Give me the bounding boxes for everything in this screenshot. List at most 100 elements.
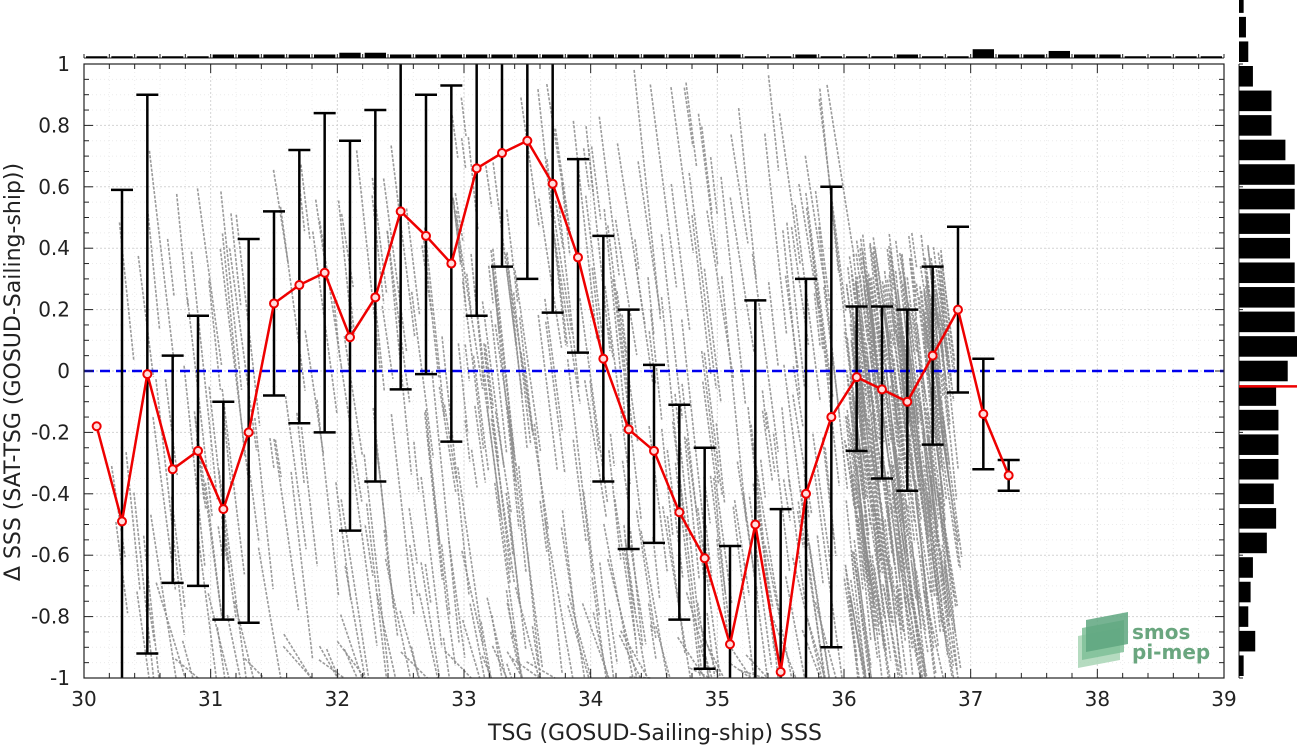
top-hist-bar: [795, 54, 817, 58]
scatter-streak: [336, 640, 366, 679]
mean-point: [243, 427, 254, 438]
scatter-streak: [481, 655, 493, 679]
scatter-streak: [408, 508, 418, 564]
scatter-streak: [893, 371, 904, 445]
scatter-streak: [582, 148, 590, 190]
scatter-streak: [845, 500, 856, 580]
scatter-streak: [885, 503, 894, 554]
top-hist-bar: [263, 54, 285, 58]
scatter-streak: [696, 602, 710, 679]
y-tick-label: -1: [50, 666, 70, 690]
scatter-streak: [900, 255, 920, 423]
scatter-streak: [805, 207, 831, 386]
scatter-streak: [751, 253, 779, 453]
scatter-streak: [204, 482, 223, 614]
scatter-streak: [365, 503, 388, 679]
scatter-streak: [318, 659, 345, 679]
x-tick-label: 32: [325, 687, 350, 711]
scatter-streak: [455, 217, 484, 390]
mean-point: [699, 553, 710, 564]
scatter-streak: [399, 610, 420, 679]
scatter-streak: [375, 447, 381, 477]
scatter-streak: [739, 669, 765, 679]
scatter-streak: [919, 403, 939, 543]
scatter-streak: [282, 645, 313, 679]
scatter-streak: [849, 599, 858, 661]
scatter-streak: [448, 540, 466, 658]
top-hist-bar: [516, 54, 538, 58]
scatter-streak: [870, 563, 891, 679]
scatter-streak: [797, 501, 826, 679]
top-hist-bar: [871, 56, 893, 58]
top-hist-bar: [947, 56, 969, 58]
scatter-streak: [813, 469, 843, 679]
scatter-streak: [390, 414, 415, 615]
scatter-streak: [196, 532, 218, 679]
scatter-streak: [420, 476, 443, 648]
scatter-streak: [700, 126, 713, 213]
scatter-streak: [889, 385, 899, 446]
scatter-streak: [702, 381, 733, 604]
scatter-streak: [851, 342, 872, 527]
scatter-streak: [390, 145, 416, 338]
scatter-streak: [376, 594, 397, 679]
scatter-streak: [461, 550, 491, 679]
scatter-streak: [709, 475, 731, 625]
scatter-streak: [864, 536, 875, 607]
scatter-streak: [486, 408, 502, 518]
scatter-streak: [920, 555, 933, 634]
mean-point: [953, 304, 963, 315]
x-tick-label: 31: [198, 687, 223, 711]
scatter-streak: [784, 275, 800, 371]
top-hist-bar: [364, 52, 386, 58]
scatter-streak: [133, 492, 155, 679]
scatter-streak: [531, 626, 540, 666]
scatter-streak: [901, 434, 915, 522]
scatter-streak: [939, 483, 949, 553]
scatter-streak: [420, 562, 441, 679]
scatter-streak: [765, 411, 776, 473]
scatter-streak: [480, 365, 511, 584]
scatter-streak: [598, 116, 620, 276]
scatter-streak: [685, 82, 698, 167]
scatter-streak: [145, 200, 161, 330]
scatter-streak: [174, 658, 199, 679]
smos-pimep-logo: smos pi-mep: [1078, 612, 1210, 668]
scatter-streak: [851, 433, 865, 539]
top-hist-bar: [922, 56, 944, 58]
scatter-streak: [298, 184, 306, 232]
right-hist-bar: [1239, 581, 1251, 603]
mean-point: [877, 384, 887, 395]
scatter-streak: [509, 631, 523, 679]
scatter-streak: [732, 506, 755, 679]
scatter-streak: [926, 413, 934, 451]
scatter-streak: [567, 593, 592, 679]
right-hist-bar: [1239, 287, 1295, 308]
scatter-streak: [481, 301, 505, 468]
mean-point: [345, 332, 355, 343]
scatter-streak: [894, 303, 914, 431]
scatter-streak: [845, 287, 853, 319]
y-axis-label: Δ SSS (SAT-TSG (GOSUD-Sailing-ship)): [1, 163, 26, 581]
scatter-streak: [183, 365, 206, 567]
top-hist-bar: [212, 54, 234, 58]
scatter-streak: [196, 188, 223, 366]
scatter-streak: [706, 612, 716, 677]
mean-point: [725, 639, 735, 650]
scatter-streak: [737, 107, 758, 280]
scatter-streak: [890, 504, 901, 580]
top-hist-bar: [390, 54, 412, 58]
scatter-streak: [871, 505, 879, 555]
scatter-streak: [343, 648, 358, 679]
scatter-streak: [318, 645, 339, 679]
scatter-streak: [818, 98, 847, 311]
top-hist-bar: [1023, 54, 1045, 58]
scatter-streak: [865, 463, 874, 512]
right-hist-bar: [1239, 66, 1253, 87]
scatter-streak: [859, 248, 871, 341]
mean-point: [193, 445, 203, 456]
scatter-streak: [862, 276, 870, 320]
scatter-streak: [826, 84, 856, 258]
scatter-streak: [230, 213, 242, 306]
scatter-streak: [300, 164, 311, 239]
